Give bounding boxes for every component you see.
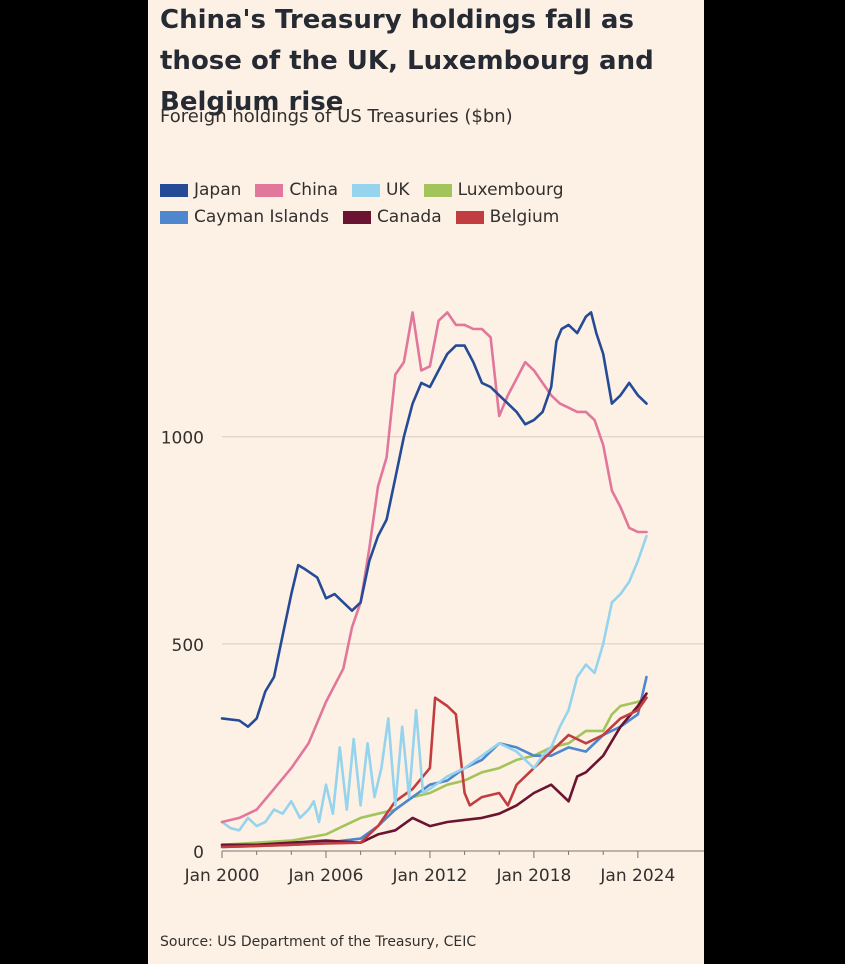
- legend-row-2: Cayman Islands Canada Belgium: [160, 207, 559, 227]
- chart-title: China's Treasury holdings fall as those …: [160, 5, 654, 117]
- x-tick-label-4: Jan 2024: [599, 866, 675, 886]
- y-tick-label-2: 1000: [161, 429, 204, 449]
- legend-row-1: Japan China UK Luxembourg: [160, 180, 564, 200]
- series-line-china: [220, 311, 648, 824]
- legend-swatch-japan: [160, 183, 188, 197]
- series-layer: [220, 311, 648, 849]
- legend-label-luxembourg: Luxembourg: [457, 180, 564, 200]
- legend-item-cayman-islands: Cayman Islands: [160, 207, 329, 227]
- x-tick-label-1: Jan 2006: [288, 866, 364, 886]
- line-chart: 0 500 1000 Jan 2000 Jan 2006 Jan 2012 Jan 2018…: [161, 311, 704, 886]
- axis-layer: 0 500 1000 Jan 2000 Jan 2006 Jan 2012 Jan 2018…: [161, 429, 676, 886]
- series-line-belgium: [220, 696, 648, 849]
- legend-swatch-cayman-islands: [160, 210, 188, 224]
- x-tick-label-2: Jan 2012: [391, 866, 467, 886]
- legend-item-luxembourg: Luxembourg: [423, 180, 564, 200]
- legend-item-uk: UK: [351, 180, 410, 200]
- legend-label-canada: Canada: [376, 207, 442, 227]
- legend-swatch-china: [255, 183, 284, 197]
- legend-label-japan: Japan: [194, 180, 242, 200]
- series-line-uk: [220, 534, 648, 832]
- legend-label-cayman-islands: Cayman Islands: [194, 207, 329, 227]
- legend-label-uk: UK: [385, 180, 410, 200]
- chart-subtitle: Foreign holdings of US Treasuries ($bn): [160, 106, 513, 127]
- series-line-japan: [220, 311, 648, 729]
- x-tick-label-0: Jan 2000: [184, 866, 260, 886]
- legend-item-canada: Canada: [342, 207, 442, 227]
- legend-swatch-luxembourg: [423, 183, 452, 197]
- y-tick-label-1: 500: [172, 636, 204, 656]
- legend-swatch-canada: [342, 210, 371, 224]
- legend-item-japan: Japan: [160, 180, 241, 200]
- legend-swatch-uk: [351, 183, 380, 197]
- legend-label-china: China: [289, 180, 338, 200]
- grid-layer: [222, 436, 704, 852]
- series-line-luxembourg: [220, 696, 648, 847]
- legend-item-china: China: [255, 180, 338, 200]
- y-tick-label-0: 0: [193, 843, 204, 863]
- legend-swatch-belgium: [455, 210, 484, 224]
- chart-panel: China's Treasury holdings fall as those …: [148, 0, 704, 964]
- legend-label-belgium: Belgium: [489, 207, 560, 227]
- x-tick-label-3: Jan 2018: [495, 866, 571, 886]
- source-note: Source: US Department of the Treasury, C…: [160, 934, 477, 950]
- legend-item-belgium: Belgium: [455, 207, 560, 227]
